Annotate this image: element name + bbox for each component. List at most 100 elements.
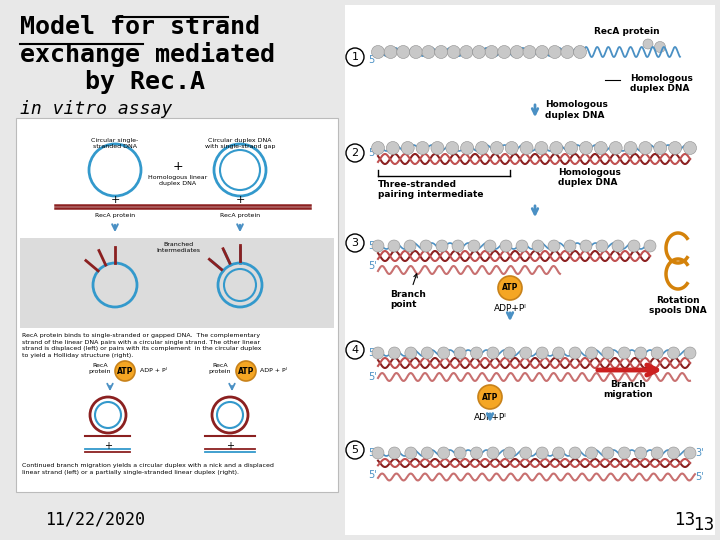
FancyBboxPatch shape	[10, 5, 338, 530]
Circle shape	[236, 361, 256, 381]
Circle shape	[452, 240, 464, 252]
Text: Homologous
duplex DNA: Homologous duplex DNA	[630, 74, 693, 93]
Circle shape	[420, 240, 432, 252]
Circle shape	[498, 45, 510, 58]
Circle shape	[520, 347, 532, 359]
Text: 2: 2	[351, 148, 359, 158]
Circle shape	[618, 447, 630, 459]
Circle shape	[435, 45, 448, 58]
Text: RecA protein: RecA protein	[95, 213, 135, 218]
Circle shape	[536, 45, 549, 58]
Circle shape	[624, 141, 637, 154]
Circle shape	[550, 141, 563, 154]
Text: ADP+Pᴵ: ADP+Pᴵ	[474, 413, 506, 422]
Circle shape	[569, 347, 581, 359]
Text: Continued branch migration yields a circular duplex with a nick and a displaced
: Continued branch migration yields a circ…	[22, 463, 274, 475]
Text: 5': 5'	[368, 241, 377, 251]
Circle shape	[684, 447, 696, 459]
Text: 5': 5'	[368, 348, 377, 358]
Text: 3': 3'	[695, 448, 703, 458]
Circle shape	[683, 141, 696, 154]
Circle shape	[372, 447, 384, 459]
Circle shape	[569, 447, 581, 459]
Circle shape	[487, 447, 499, 459]
Text: ATP: ATP	[238, 367, 254, 375]
Circle shape	[667, 447, 680, 459]
Circle shape	[654, 141, 667, 154]
Text: Branch
point: Branch point	[390, 274, 426, 309]
Circle shape	[490, 141, 503, 154]
Circle shape	[397, 45, 410, 58]
FancyBboxPatch shape	[345, 5, 715, 535]
Circle shape	[471, 447, 482, 459]
Text: Branched
Intermediates: Branched Intermediates	[156, 242, 200, 253]
Circle shape	[484, 240, 496, 252]
Text: ATP: ATP	[502, 284, 518, 293]
Text: +: +	[110, 195, 120, 205]
Circle shape	[478, 385, 502, 409]
Text: Rotation
spools DNA: Rotation spools DNA	[649, 296, 707, 315]
Text: ADP + Pᴵ: ADP + Pᴵ	[140, 368, 167, 373]
Text: 5': 5'	[368, 372, 377, 382]
Circle shape	[553, 447, 564, 459]
Circle shape	[580, 141, 593, 154]
Circle shape	[536, 347, 548, 359]
Text: ADP+Pᴵ: ADP+Pᴵ	[494, 304, 526, 313]
Circle shape	[421, 447, 433, 459]
Circle shape	[654, 42, 665, 52]
Text: 4: 4	[351, 345, 359, 355]
Circle shape	[388, 447, 400, 459]
Circle shape	[561, 45, 574, 58]
Text: 13: 13	[693, 516, 714, 534]
Text: Circular single-
stranded DNA: Circular single- stranded DNA	[91, 138, 139, 149]
Circle shape	[436, 240, 448, 252]
Circle shape	[487, 347, 499, 359]
Text: RecA protein binds to single-stranded or gapped DNA.  The complementary
strand o: RecA protein binds to single-stranded or…	[22, 333, 261, 358]
Circle shape	[548, 240, 560, 252]
Text: 5': 5'	[368, 148, 377, 158]
Circle shape	[574, 45, 587, 58]
Circle shape	[372, 347, 384, 359]
Circle shape	[372, 141, 384, 154]
Circle shape	[520, 141, 533, 154]
Text: ADP + Pᴵ: ADP + Pᴵ	[260, 368, 287, 373]
Circle shape	[416, 141, 429, 154]
Circle shape	[548, 45, 562, 58]
Circle shape	[454, 347, 466, 359]
Circle shape	[505, 141, 518, 154]
Text: RecA protein: RecA protein	[220, 213, 260, 218]
Circle shape	[447, 45, 460, 58]
Circle shape	[516, 240, 528, 252]
Text: 5': 5'	[368, 261, 377, 271]
FancyBboxPatch shape	[20, 238, 334, 328]
Text: 13: 13	[674, 511, 695, 529]
Circle shape	[503, 447, 516, 459]
Circle shape	[594, 141, 608, 154]
Text: Homologous
duplex DNA: Homologous duplex DNA	[545, 100, 608, 120]
Text: 5': 5'	[368, 470, 377, 480]
Circle shape	[532, 240, 544, 252]
Circle shape	[628, 240, 640, 252]
Circle shape	[510, 45, 523, 58]
Text: Circular duplex DNA
with single-strand gap: Circular duplex DNA with single-strand g…	[204, 138, 275, 149]
Text: RecA
protein: RecA protein	[89, 363, 112, 374]
Circle shape	[635, 347, 647, 359]
Circle shape	[669, 141, 682, 154]
Circle shape	[384, 45, 397, 58]
Text: 5': 5'	[368, 448, 377, 458]
Circle shape	[585, 347, 598, 359]
Circle shape	[388, 240, 400, 252]
Text: RecA protein: RecA protein	[595, 28, 660, 37]
Circle shape	[618, 347, 630, 359]
Text: 1: 1	[351, 52, 359, 62]
Text: ATP: ATP	[482, 393, 498, 402]
Text: 5': 5'	[695, 472, 703, 482]
Circle shape	[596, 240, 608, 252]
Circle shape	[405, 347, 417, 359]
Circle shape	[498, 276, 522, 300]
Circle shape	[438, 447, 450, 459]
Circle shape	[651, 347, 663, 359]
Circle shape	[372, 240, 384, 252]
Circle shape	[564, 141, 577, 154]
Text: RecA
protein: RecA protein	[209, 363, 231, 374]
